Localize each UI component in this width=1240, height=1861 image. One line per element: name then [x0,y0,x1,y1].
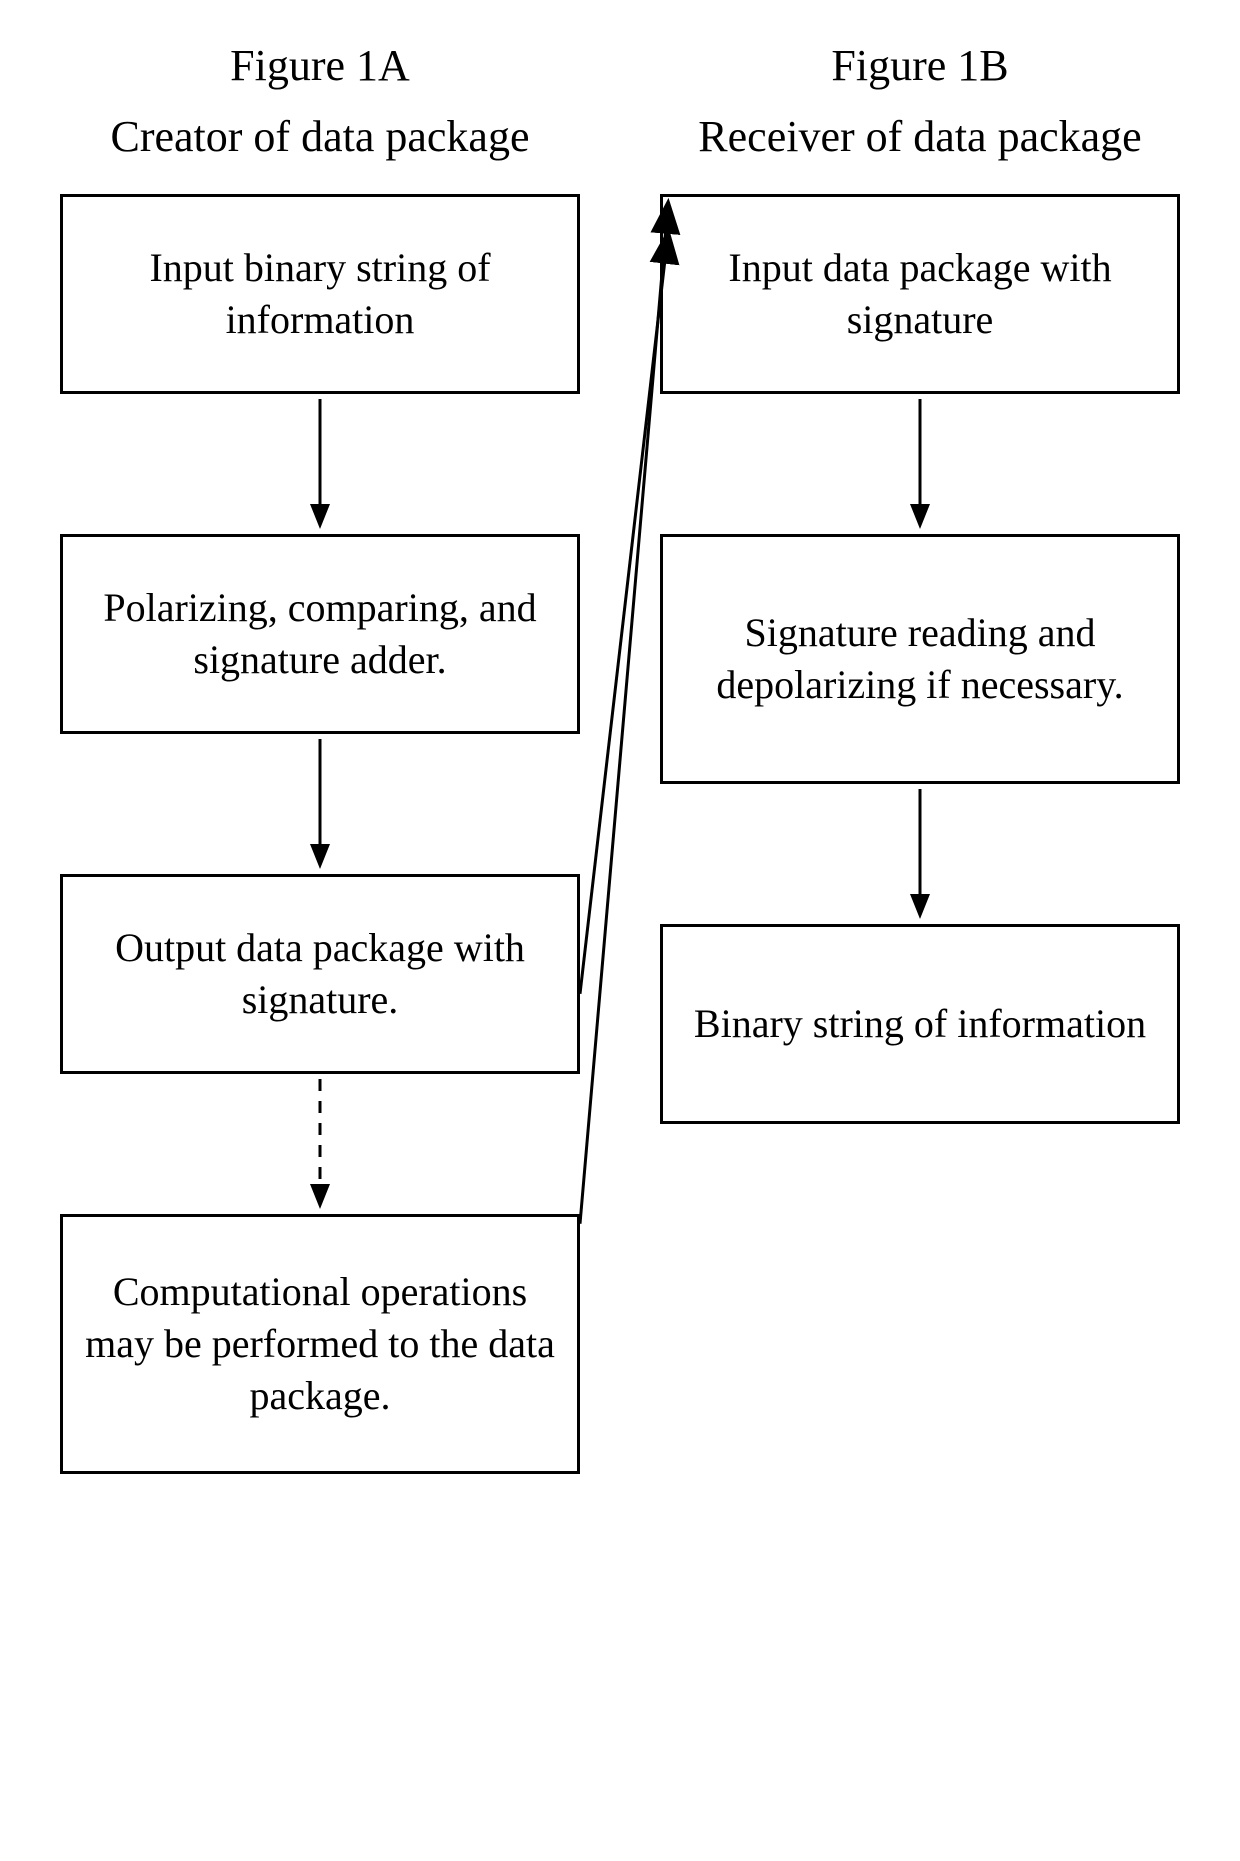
box-polarizing: Polarizing, comparing, and signature add… [60,534,580,734]
box-output-package: Output data package with signature. [60,874,580,1074]
figure-label-left: Figure 1A [60,40,580,91]
box-signature-reading: Signature reading and depolarizing if ne… [660,534,1180,784]
box-input-package: Input data package with signature [660,194,1180,394]
column-title-right: Receiver of data package [660,111,1180,164]
box-text: Binary string of information [694,998,1146,1050]
column-title-left: Creator of data package [60,111,580,164]
arrow-down [60,394,580,534]
arrow-svg [290,1074,350,1214]
arrow-down [60,734,580,874]
box-text: Output data package with signature. [83,922,557,1026]
arrow-down [660,784,1180,924]
box-text: Input data package with signature [683,242,1157,346]
box-input-binary: Input binary string of information [60,194,580,394]
arrow-svg [290,734,350,874]
box-binary-string: Binary string of information [660,924,1180,1124]
arrow-svg [290,394,350,534]
diagram-container: Figure 1A Creator of data package Input … [0,0,1240,1861]
arrow-down [660,394,1180,534]
box-text: Computational operations may be performe… [83,1266,557,1422]
box-text: Input binary string of information [83,242,557,346]
box-text: Polarizing, comparing, and signature add… [83,582,557,686]
box-computational: Computational operations may be performe… [60,1214,580,1474]
left-column: Figure 1A Creator of data package Input … [60,40,580,1474]
arrow-down-dashed [60,1074,580,1214]
arrow-svg [890,394,950,534]
arrow-svg [890,784,950,924]
right-column: Figure 1B Receiver of data package Input… [660,40,1180,1124]
figure-label-right: Figure 1B [660,40,1180,91]
box-text: Signature reading and depolarizing if ne… [683,607,1157,711]
